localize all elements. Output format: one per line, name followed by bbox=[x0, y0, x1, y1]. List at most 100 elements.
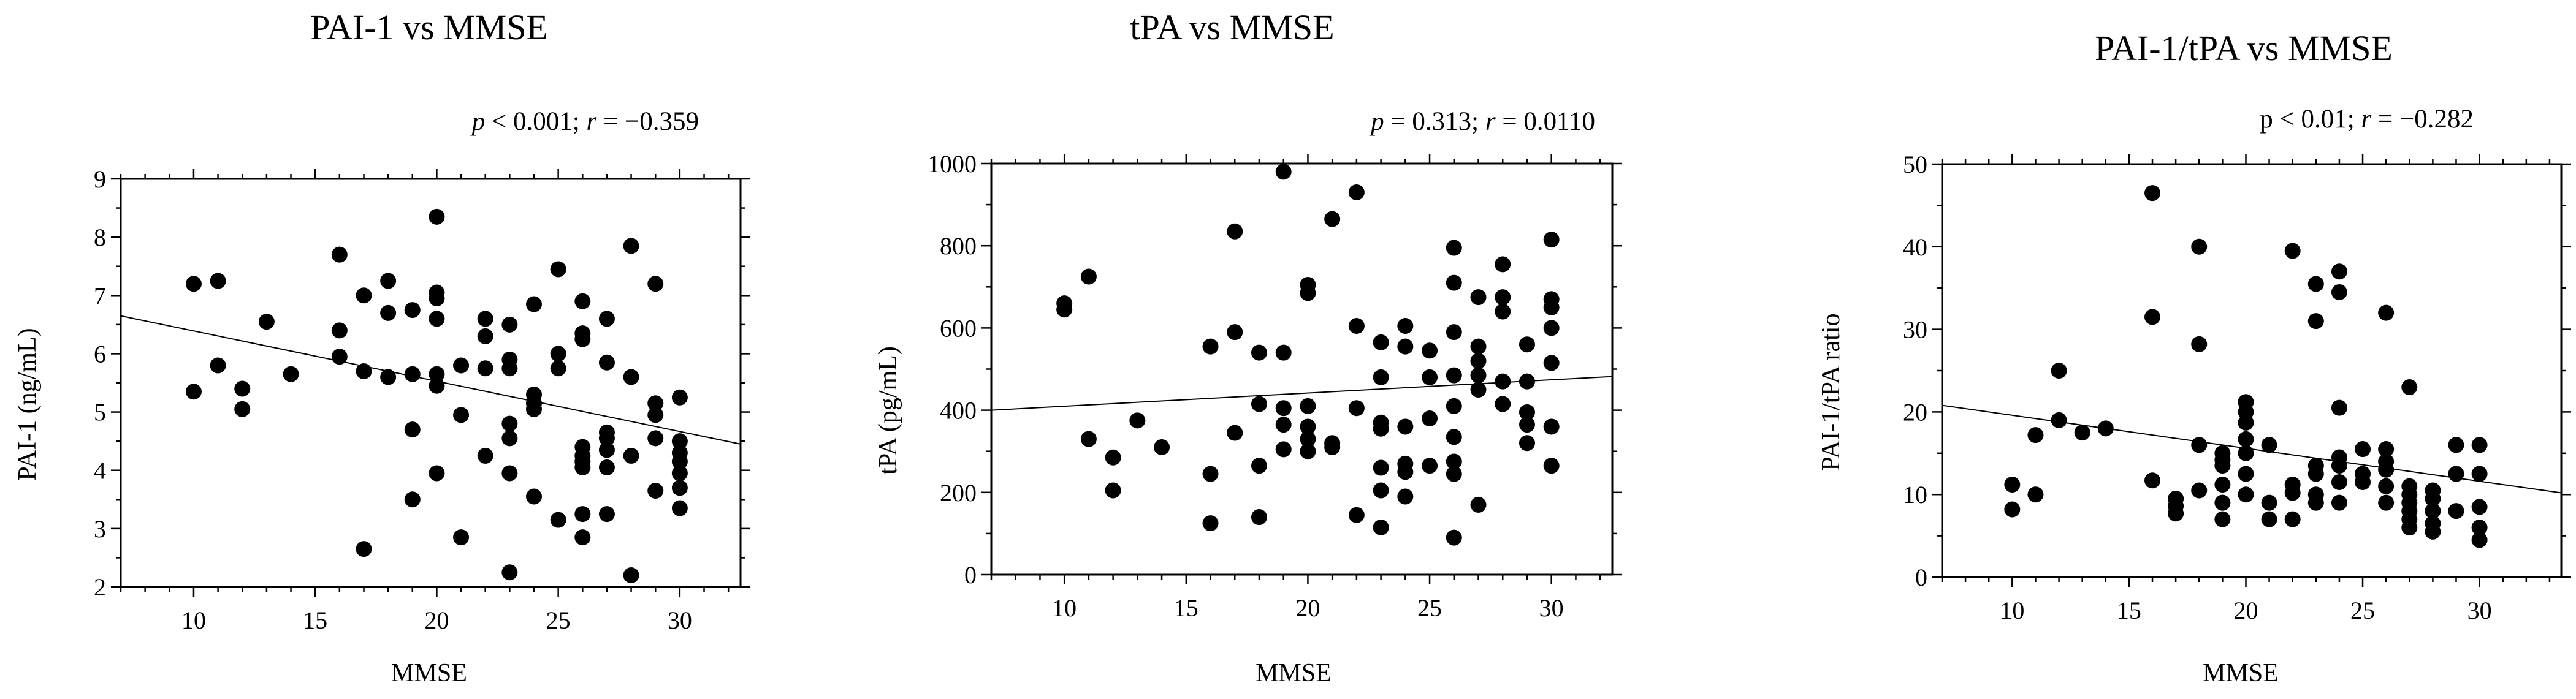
x-tick-label: 30 bbox=[1539, 594, 1564, 622]
data-point bbox=[1324, 439, 1341, 455]
data-point bbox=[2307, 276, 2324, 292]
data-point bbox=[671, 433, 688, 450]
x-tick-label: 15 bbox=[2117, 597, 2141, 624]
data-point bbox=[1543, 458, 1560, 474]
x-axis-label: MMSE bbox=[1256, 659, 1332, 687]
data-point bbox=[1543, 355, 1560, 371]
data-point bbox=[1300, 418, 1316, 435]
data-point bbox=[2214, 477, 2231, 493]
data-point bbox=[647, 407, 664, 423]
data-point bbox=[2004, 477, 2021, 493]
data-point bbox=[1543, 299, 1560, 315]
x-tick-label: 20 bbox=[1295, 594, 1320, 622]
data-point bbox=[1446, 398, 1462, 414]
data-point bbox=[185, 384, 202, 400]
data-point bbox=[1202, 515, 1219, 532]
data-point bbox=[2401, 520, 2418, 536]
data-point bbox=[2284, 511, 2301, 527]
data-point bbox=[331, 246, 348, 263]
plot-frame bbox=[990, 162, 1614, 576]
data-point bbox=[1446, 240, 1462, 256]
data-point bbox=[2027, 427, 2044, 444]
data-point bbox=[2027, 486, 2044, 503]
data-point bbox=[2448, 437, 2464, 453]
data-point bbox=[2378, 304, 2395, 321]
data-point bbox=[671, 465, 688, 482]
stat-annotation: p < 0.01; r = −0.282 bbox=[2260, 105, 2474, 134]
data-point bbox=[1348, 184, 1365, 200]
plot-area: 10 15 20 25 30 0 200 400 600 800 1000 bbox=[928, 150, 1622, 622]
data-point bbox=[404, 491, 421, 508]
data-point bbox=[2168, 505, 2184, 522]
data-point bbox=[2051, 412, 2067, 428]
data-point bbox=[1422, 410, 1438, 427]
data-point bbox=[2331, 284, 2347, 300]
data-point bbox=[2331, 474, 2347, 490]
data-point bbox=[185, 276, 202, 292]
data-point bbox=[647, 483, 664, 499]
data-point bbox=[356, 287, 372, 304]
data-point bbox=[550, 346, 566, 362]
data-point bbox=[1348, 318, 1365, 334]
y-axis-label: PAI-1 (ng/mL) bbox=[13, 328, 42, 480]
data-point bbox=[501, 465, 518, 482]
y-tick-label: 2 bbox=[94, 573, 106, 601]
data-point bbox=[1446, 429, 1462, 445]
data-point bbox=[501, 430, 518, 447]
data-point bbox=[1300, 398, 1316, 414]
data-point bbox=[1495, 289, 1511, 306]
data-point bbox=[1154, 439, 1170, 455]
data-point bbox=[2307, 313, 2324, 330]
x-tick-label: 15 bbox=[303, 606, 327, 634]
data-point bbox=[1446, 466, 1462, 482]
data-point bbox=[1251, 396, 1267, 412]
data-point bbox=[574, 529, 591, 546]
data-point bbox=[1422, 342, 1438, 359]
data-point bbox=[453, 357, 470, 374]
data-point bbox=[380, 304, 397, 321]
data-point bbox=[2471, 532, 2488, 548]
data-point bbox=[2355, 474, 2371, 490]
data-point bbox=[1129, 412, 1146, 429]
y-tick-label: 7 bbox=[94, 282, 106, 309]
data-point bbox=[1373, 369, 1389, 385]
data-point bbox=[2191, 437, 2208, 453]
data-point bbox=[1202, 338, 1219, 355]
data-point bbox=[380, 273, 397, 289]
data-point bbox=[1227, 223, 1243, 240]
data-point bbox=[356, 541, 372, 557]
data-point bbox=[2144, 309, 2161, 325]
stat-annotation: p < 0.001; r = −0.359 bbox=[470, 107, 699, 136]
plot-area: 10 15 20 25 30 0 10 20 30 40 50 bbox=[1903, 151, 2571, 624]
data-point bbox=[356, 363, 372, 379]
data-point bbox=[1373, 482, 1389, 499]
data-point bbox=[2425, 523, 2441, 540]
y-axis-label: tPA (pg/mL) bbox=[874, 346, 902, 475]
data-point bbox=[2331, 399, 2347, 416]
data-point bbox=[598, 442, 615, 458]
y-tick-label: 9 bbox=[94, 165, 106, 193]
x-tick-label: 30 bbox=[2467, 597, 2492, 624]
x-tick-label: 20 bbox=[424, 606, 449, 634]
y-tick-label: 800 bbox=[940, 232, 977, 260]
data-point bbox=[2307, 494, 2324, 511]
data-point bbox=[1446, 529, 1462, 546]
data-point bbox=[2401, 379, 2418, 395]
data-point bbox=[1202, 466, 1219, 482]
data-point bbox=[1373, 459, 1389, 476]
data-point bbox=[404, 366, 421, 382]
data-point bbox=[2214, 458, 2231, 474]
x-tick-label: 10 bbox=[181, 606, 206, 634]
data-point bbox=[1519, 373, 1535, 390]
data-point bbox=[404, 421, 421, 438]
data-point bbox=[1105, 449, 1121, 466]
data-point bbox=[1470, 367, 1487, 384]
data-point bbox=[1300, 431, 1316, 447]
data-point bbox=[2355, 441, 2371, 458]
data-point bbox=[2214, 511, 2231, 527]
x-tick-label: 10 bbox=[2000, 597, 2024, 624]
data-point bbox=[550, 512, 566, 528]
data-point bbox=[2331, 263, 2347, 280]
data-point bbox=[2284, 485, 2301, 501]
data-point bbox=[1105, 482, 1121, 499]
